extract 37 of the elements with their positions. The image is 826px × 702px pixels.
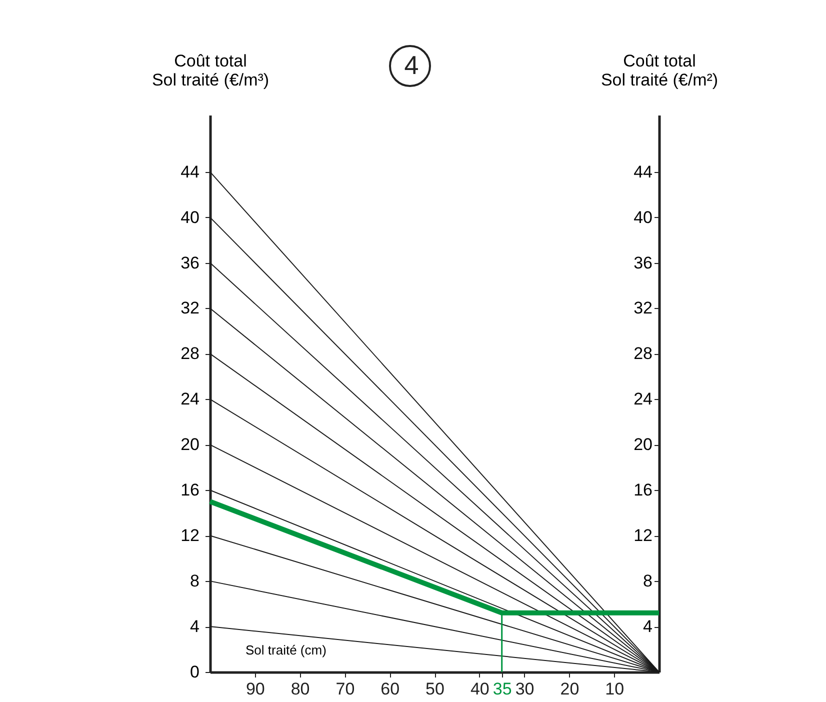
y2-tick-label: 4: [643, 617, 652, 636]
y-tick-label: 20: [180, 435, 200, 454]
x-tick-label: 70: [336, 680, 355, 698]
y-tick-label: 28: [180, 344, 200, 364]
y-tick-label: 4: [190, 617, 200, 636]
y-tick-label: 12: [180, 526, 200, 546]
x-tick-label: 10: [605, 680, 624, 698]
x-tick-label: 20: [560, 680, 580, 698]
y2-tick-label: 32: [634, 298, 652, 318]
chart-title: 4: [404, 50, 419, 80]
y-tick-label: 0: [190, 662, 200, 682]
y2-tick-label: 8: [643, 572, 652, 591]
y2-tick-label: 44: [634, 162, 652, 182]
x-tick-label: 40: [470, 680, 490, 698]
y2-tick-label: 36: [634, 253, 652, 272]
x-tick-label: 35: [492, 680, 512, 698]
x-tick-label: 90: [246, 680, 265, 698]
y2-tick-label: 24: [634, 390, 652, 409]
y-tick-label: 44: [180, 162, 200, 182]
x-tick-label: 80: [290, 680, 310, 698]
y-tick-label: 32: [180, 298, 200, 318]
y-tick-label: 8: [190, 572, 200, 591]
x-axis-title: Sol traité (cm): [246, 642, 326, 658]
x-tick-label: 30: [515, 680, 534, 698]
y2-axis-title: Coût total Sol traité (€/m²): [600, 52, 718, 90]
y-tick-label: 40: [180, 208, 200, 227]
y2-tick-label: 40: [634, 208, 652, 227]
y-tick-label: 36: [180, 253, 200, 272]
y-axis-title: Coût total Sol traité (€/m³): [152, 52, 270, 90]
x-tick-label: 50: [426, 680, 444, 698]
x-tick-label: 60: [380, 680, 400, 698]
y-tick-label: 24: [180, 390, 200, 409]
y2-tick-label: 20: [634, 435, 652, 454]
y2-tick-label: 16: [634, 480, 652, 500]
y2-tick-label: 28: [634, 344, 652, 364]
y-tick-label: 16: [180, 480, 200, 500]
y2-tick-label: 12: [634, 526, 652, 546]
